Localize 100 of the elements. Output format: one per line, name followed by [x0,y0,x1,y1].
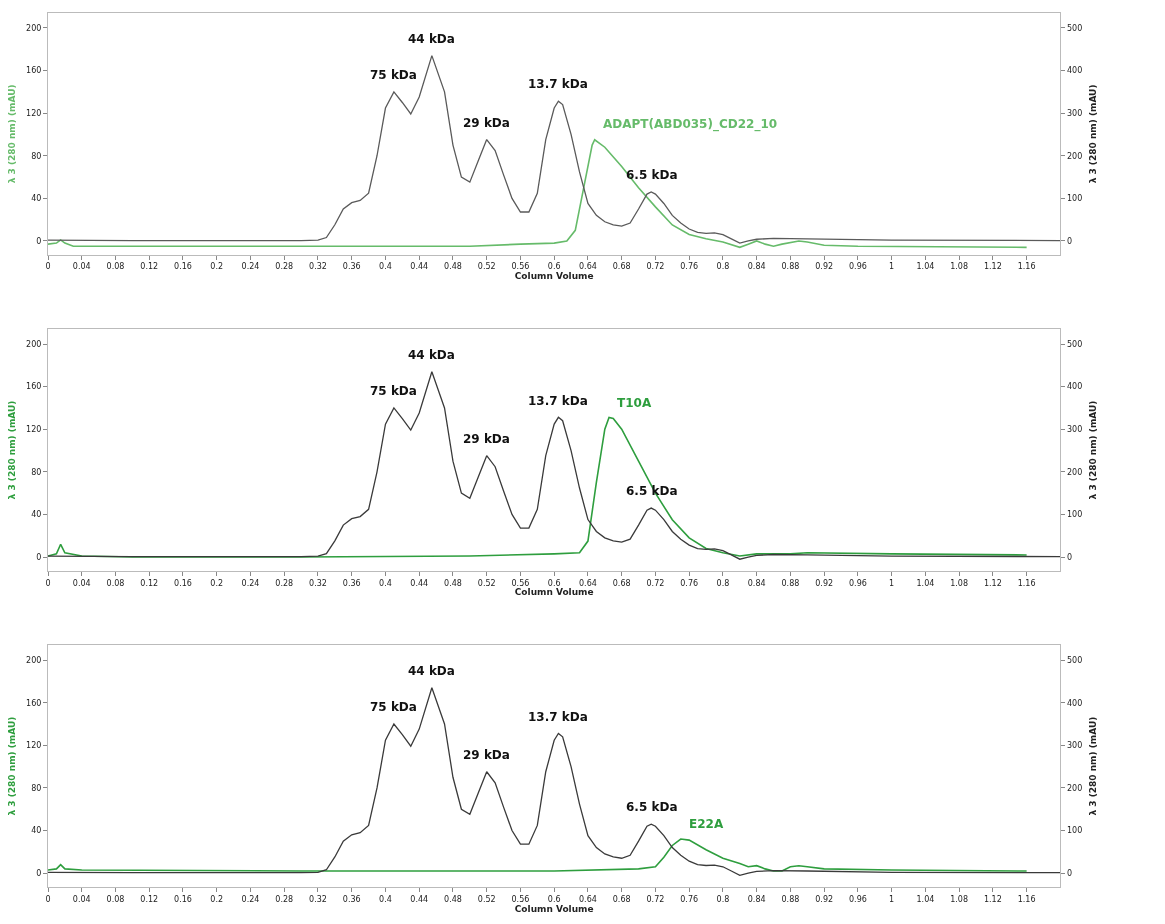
x-tick-label: 1.16 [1017,262,1036,272]
y2-tick-label: 200 [1066,467,1083,477]
x-tick-label: 0.6 [547,262,561,272]
x-tick-label: 1.12 [983,262,1002,272]
annotation: 44 kDa [408,664,455,678]
x-tick-label: 0.72 [646,262,665,272]
y-tick-label: 200 [26,655,42,665]
x-tick-label: 0.96 [848,578,867,588]
y2-tick-label: 200 [1066,151,1083,161]
y2-tick-label: 200 [1066,783,1083,793]
annotation: 44 kDa [408,32,455,46]
x-tick-label: 0.44 [410,262,429,272]
y2-tick-label: 100 [1066,510,1083,520]
x-tick-label: 0.8 [716,894,730,904]
y2-tick-label: 300 [1066,741,1083,751]
x-tick-label: 0.52 [477,894,496,904]
y2-tick-label: 300 [1066,425,1083,435]
x-tick-label: 0.04 [72,894,91,904]
x-tick-label: 0.68 [612,894,631,904]
x-tick-label: 0.84 [747,894,766,904]
y-tick-label: 120 [26,108,42,118]
annotation: 29 kDa [463,116,510,130]
x-tick-label: 0.48 [444,578,462,588]
x-tick-label: 0.04 [72,578,91,588]
x-tick-label: 0.32 [309,578,327,588]
x-tick-label: 0.08 [106,894,125,904]
y-tick-label: 200 [26,339,42,349]
y2-tick-label: 400 [1066,66,1083,76]
x-tick-label: 1 [889,578,895,588]
annotation: 75 kDa [370,384,417,398]
x-tick-label: 0.24 [241,262,260,272]
line-series [48,138,1028,249]
x-tick-label: 0.64 [579,894,597,904]
y2-tick-label: 0 [1066,868,1073,878]
y2-tick-label: 500 [1066,339,1083,349]
x-tick-label: 0.12 [140,578,159,588]
x-tick-label: 0.28 [275,578,294,588]
y-axis-title: λ 3 (280 nm) (mAU) [7,400,18,500]
x-tick-label: 0.16 [174,262,192,272]
x-tick-label: 0.4 [379,578,392,588]
annotation: 13.7 kDa [528,710,588,724]
x-tick-label: 0.8 [716,262,730,272]
y-axis-title: λ 3 (280 nm) (mAU) [7,716,18,816]
y-tick-label: 0 [36,552,42,562]
x-tick-label: 0.8 [716,578,730,588]
x-tick-label: 0.52 [477,262,496,272]
x-tick-label: 1.08 [950,894,969,904]
x-tick-label: 1 [889,894,895,904]
x-tick-label: 0 [45,578,51,588]
x-tick-label: 1.04 [916,578,935,588]
x-tick-label: 0 [45,262,51,272]
x-tick-label: 0.08 [106,262,125,272]
x-tick-label: 0.28 [275,262,294,272]
x-tick-label: 0.88 [781,578,800,588]
x-tick-label: 0.96 [848,262,867,272]
x-tick-label: 0.76 [680,262,699,272]
x-tick-label: 0.56 [511,262,530,272]
x-tick-label: 0.68 [612,262,631,272]
x-tick-label: 0.32 [309,262,327,272]
x-tick-label: 0.24 [241,578,260,588]
x-tick-label: 0.2 [210,262,224,272]
x-tick-label: 0.2 [210,578,224,588]
x-tick-label: 0.08 [106,578,125,588]
y-tick-label: 200 [26,23,42,33]
line-series [48,416,1028,558]
x-axis-title: Column Volume [514,903,594,914]
x-tick-label: 0.24 [241,894,260,904]
series-label: ADAPT(ABD035)_CD22_10 [603,117,778,132]
line-series [48,54,1061,244]
line-series [48,371,1061,560]
y-tick-label: 40 [31,826,42,836]
x-tick-label: 0 [45,894,51,904]
x-tick-label: 0.92 [815,578,834,588]
x-tick-label: 0.68 [612,578,631,588]
x-tick-label: 0.04 [72,262,91,272]
y-tick-label: 40 [31,194,42,204]
y2-tick-label: 500 [1066,23,1083,33]
x-tick-label: 0.4 [379,262,392,272]
series-label: T10A [617,396,652,410]
y2-tick-label: 100 [1066,194,1083,204]
x-tick-label: 0.64 [579,578,597,588]
x-axis-title: Column Volume [514,271,594,282]
annotation: 44 kDa [408,348,455,362]
y-tick-label: 40 [31,510,42,520]
x-tick-label: 1.12 [983,894,1002,904]
y2-axis-title: λ 3 (280 nm) (mAU) [1088,400,1099,500]
x-tick-label: 0.48 [444,262,462,272]
x-tick-label: 0.52 [477,578,496,588]
line-series [48,838,1028,872]
series-label: E22A [689,817,724,831]
x-tick-label: 0.72 [646,894,665,904]
x-axis-title: Column Volume [514,587,594,598]
annotation: 75 kDa [370,700,417,714]
y-tick-label: 0 [36,236,42,246]
x-tick-label: 0.84 [747,578,766,588]
y-tick-label: 80 [31,783,42,793]
x-tick-label: 0.2 [210,894,224,904]
x-tick-label: 0.92 [815,262,834,272]
annotation: 13.7 kDa [528,394,588,408]
x-tick-label: 0.88 [781,262,800,272]
